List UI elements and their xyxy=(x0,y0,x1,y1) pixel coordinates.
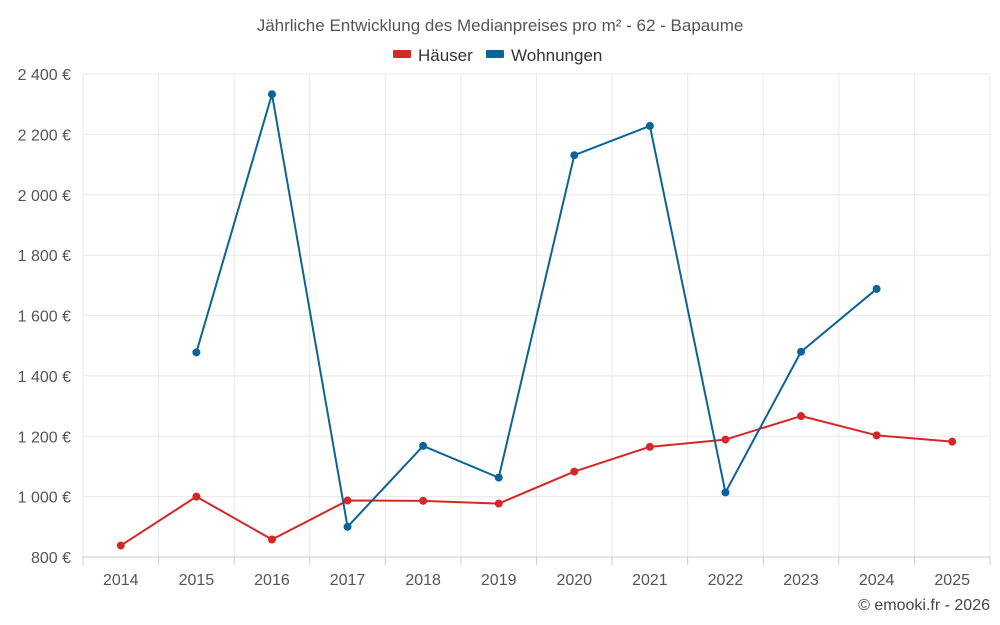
y-tick-label: 1 200 € xyxy=(18,429,71,446)
credit-text: © emooki.fr - 2026 xyxy=(858,597,990,614)
legend-swatch-haeuser[interactable] xyxy=(393,50,411,58)
y-tick-label: 800 € xyxy=(31,550,71,567)
y-tick-label: 1 800 € xyxy=(18,248,71,265)
data-point-haeuser-2014[interactable] xyxy=(116,541,125,550)
data-point-haeuser-2019[interactable] xyxy=(494,499,503,508)
data-point-haeuser-2018[interactable] xyxy=(419,496,428,505)
y-tick-label: 2 400 € xyxy=(18,67,71,84)
data-point-wohnungen-2024[interactable] xyxy=(872,284,881,293)
series-line-haeuser xyxy=(120,415,953,547)
x-tick-label: 2018 xyxy=(405,572,441,589)
series-line-wohnungen xyxy=(195,93,878,528)
legend-label-haeuser[interactable]: Häuser xyxy=(418,46,473,65)
x-tick-label: 2015 xyxy=(179,572,215,589)
data-point-haeuser-2021[interactable] xyxy=(645,442,654,451)
x-tick-label: 2022 xyxy=(708,572,744,589)
data-point-wohnungen-2019[interactable] xyxy=(494,473,503,482)
series xyxy=(116,90,957,550)
x-tick-label: 2014 xyxy=(103,572,139,589)
x-tick-label: 2024 xyxy=(859,572,895,589)
data-point-haeuser-2016[interactable] xyxy=(267,535,276,544)
grid xyxy=(82,73,991,557)
x-tick-label: 2020 xyxy=(556,572,592,589)
y-tick-label: 1 000 € xyxy=(18,490,71,507)
x-tick-label: 2019 xyxy=(481,572,517,589)
x-tick-label: 2021 xyxy=(632,572,668,589)
legend-label-wohnungen[interactable]: Wohnungen xyxy=(511,46,602,65)
data-point-wohnungen-2023[interactable] xyxy=(797,347,806,356)
data-point-wohnungen-2021[interactable] xyxy=(645,121,654,130)
data-point-haeuser-2022[interactable] xyxy=(721,435,730,444)
data-point-haeuser-2017[interactable] xyxy=(343,496,352,505)
data-point-haeuser-2025[interactable] xyxy=(948,437,957,446)
y-tick-label: 2 000 € xyxy=(18,188,71,205)
x-tick-label: 2023 xyxy=(783,572,819,589)
data-point-wohnungen-2020[interactable] xyxy=(570,151,579,160)
data-point-wohnungen-2016[interactable] xyxy=(267,90,276,99)
x-tick-label: 2025 xyxy=(934,572,970,589)
y-tick-label: 1 400 € xyxy=(18,369,71,386)
data-point-wohnungen-2022[interactable] xyxy=(721,488,730,497)
data-point-haeuser-2023[interactable] xyxy=(797,412,806,421)
data-point-wohnungen-2015[interactable] xyxy=(192,348,201,357)
x-tick-label: 2016 xyxy=(254,572,290,589)
data-point-wohnungen-2018[interactable] xyxy=(419,441,428,450)
axes: 800 € 1 000 € 1 200 € 1 400 € 1 600 € 1 800 €… xyxy=(18,67,991,589)
data-point-haeuser-2020[interactable] xyxy=(570,467,579,476)
data-point-haeuser-2015[interactable] xyxy=(192,492,201,501)
x-tick-label: 2017 xyxy=(330,572,366,589)
chart-title: Jährliche Entwicklung des Medianpreises … xyxy=(257,16,744,35)
y-tick-label: 1 600 € xyxy=(18,309,71,326)
legend-swatch-wohnungen[interactable] xyxy=(486,50,504,58)
legend: Häuser Wohnungen xyxy=(393,46,602,65)
data-point-wohnungen-2017[interactable] xyxy=(343,522,352,531)
y-tick-label: 2 200 € xyxy=(18,127,71,144)
data-point-haeuser-2024[interactable] xyxy=(872,431,881,440)
